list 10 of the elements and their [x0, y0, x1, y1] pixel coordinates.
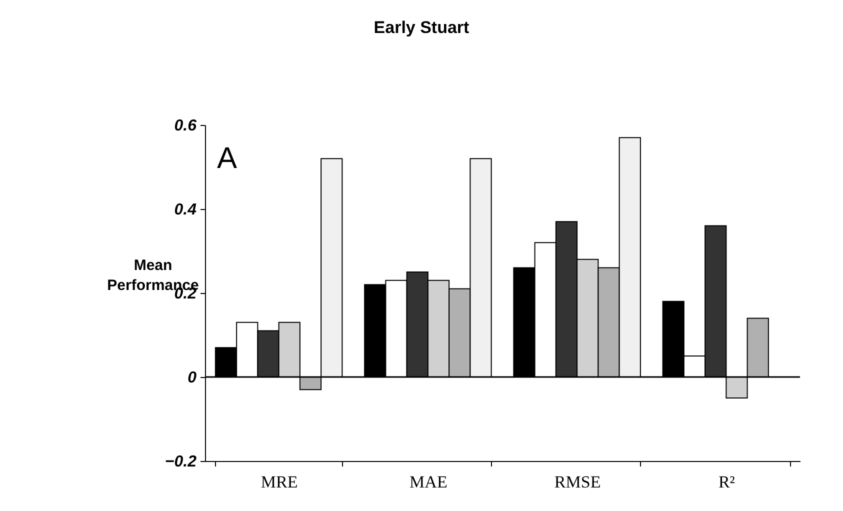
y-tick-label: −0.2 [164, 454, 197, 470]
y-tick-label: 0.4 [174, 202, 197, 218]
x-tick-label: RMSE [554, 472, 601, 492]
y-tick-label: 0.6 [174, 118, 197, 134]
x-tick-label: MRE [260, 472, 298, 492]
annotation: A [217, 142, 238, 175]
x-tick-label: R² [718, 472, 735, 492]
chart-title: Early Stuart [374, 18, 470, 37]
x-tick-label: MAE [410, 472, 448, 492]
y-tick-label: 0 [188, 370, 197, 386]
